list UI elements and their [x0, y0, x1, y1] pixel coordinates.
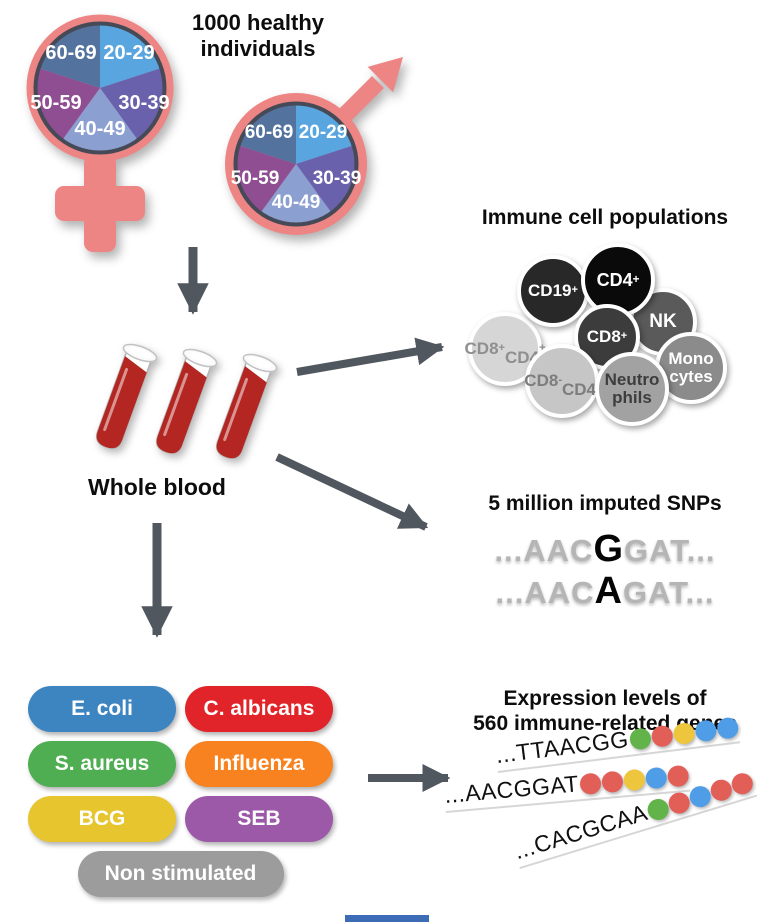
expression-dot: [672, 721, 696, 746]
stimulus-influenza: Influenza: [185, 741, 333, 787]
female-symbol: 20-29 30-39 40-49 50-59 60-69: [26, 14, 174, 252]
expression-dot: [644, 766, 668, 790]
snp-sequence-row: ...AACGGAT...: [448, 528, 762, 571]
pie-border: [233, 101, 359, 227]
immune-populations-title: Immune cell populations: [481, 206, 729, 229]
pie-label-50-59: 50-59: [231, 168, 280, 189]
female-cross-bar: [55, 186, 145, 221]
footer-strip: [345, 915, 429, 922]
snp-variant-letter: G: [593, 528, 624, 570]
snps-title: 5 million imputed SNPs: [488, 492, 722, 515]
pie-label-20-29: 20-29: [299, 122, 348, 143]
pie-slice-40-49: [261, 164, 331, 223]
snp-seq-post: GAT...: [622, 575, 715, 610]
stimulus-seb: SEB: [185, 796, 333, 842]
pie-slice-60-69: [40, 25, 100, 88]
pie-slice-30-39: [296, 145, 355, 212]
pie-label-40-49: 40-49: [74, 118, 125, 140]
snp-seq-pre: ...AAC: [494, 533, 594, 568]
pie-slice-30-39: [100, 68, 163, 139]
pie-slice-50-59: [37, 68, 100, 139]
pie-label-20-29: 20-29: [103, 42, 154, 64]
pie-slice-60-69: [239, 105, 296, 164]
stimuli-panel: E. coli C. albicans S. aureus Influenza …: [28, 686, 333, 897]
stimulus-saureus: S. aureus: [28, 741, 176, 787]
pie-border: [33, 21, 167, 155]
expression-dot: [579, 772, 602, 796]
pie-label-30-39: 30-39: [118, 92, 169, 114]
pie-slice-20-29: [100, 25, 160, 88]
pie-label-60-69: 60-69: [245, 122, 294, 143]
male-ring: [225, 93, 367, 235]
male-arrow-head: [367, 57, 403, 93]
cell-cd19pos: CD19 +: [517, 255, 589, 327]
expression-dot: [687, 783, 714, 810]
sequence-text: ...CACGCAA: [510, 799, 651, 865]
pie-label-50-59: 50-59: [30, 92, 81, 114]
stimulus-nonstimulated: Non stimulated: [77, 851, 284, 897]
snp-seq-pre: ...AAC: [495, 575, 595, 610]
cell-cd8neg-cd4neg: CD8-CD4-: [524, 344, 600, 418]
female-age-pie: 20-29 30-39 40-49 50-59 60-69: [30, 21, 170, 155]
expression-dot: [708, 777, 735, 804]
snp-sequence-row: ...AACAGAT...: [448, 570, 762, 613]
stimulus-ecoli: E. coli: [28, 686, 176, 732]
snp-variant-letter: A: [594, 570, 623, 612]
expression-dot: [628, 727, 652, 751]
expression-dot: [693, 719, 718, 743]
pie-label-60-69: 60-69: [45, 42, 96, 64]
expression-dot: [650, 724, 674, 748]
expression-dot: [729, 770, 756, 797]
pie-slice-40-49: [63, 88, 137, 152]
male-age-pie: 20-29 30-39 40-49 50-59 60-69: [231, 101, 362, 227]
sequence-text: ...AACGGAT: [443, 770, 580, 809]
female-ring: [26, 14, 174, 162]
whole-blood-label: Whole blood: [88, 474, 226, 500]
expression-dot: [644, 796, 672, 823]
expression-dot: [600, 770, 624, 794]
expression-dots: [628, 716, 740, 751]
pie-label-30-39: 30-39: [313, 168, 362, 189]
pie-label-40-49: 40-49: [272, 192, 321, 213]
male-symbol: 20-29 30-39 40-49 50-59 60-69: [225, 57, 403, 235]
snp-seq-post: GAT...: [624, 533, 716, 568]
study-title: 1000 healthy individuals: [191, 10, 325, 61]
cell-neutrophils: Neutro phils: [595, 352, 669, 426]
expression-dot: [622, 768, 646, 792]
pie-slice-20-29: [296, 105, 353, 164]
stimulus-bcg: BCG: [28, 796, 176, 842]
blood-tube-icon: [147, 344, 221, 460]
expression-dot: [665, 789, 693, 817]
blood-tube-icon: [207, 349, 281, 465]
expression-dot: [715, 716, 740, 740]
blood-tube-icon: [90, 339, 161, 455]
expression-dot: [666, 764, 690, 788]
blood-tubes: [90, 339, 281, 465]
pie-slice-50-59: [237, 145, 296, 212]
stimulus-calbicans: C. albicans: [185, 686, 333, 732]
expression-title-line1: Expression levels of: [503, 687, 707, 710]
